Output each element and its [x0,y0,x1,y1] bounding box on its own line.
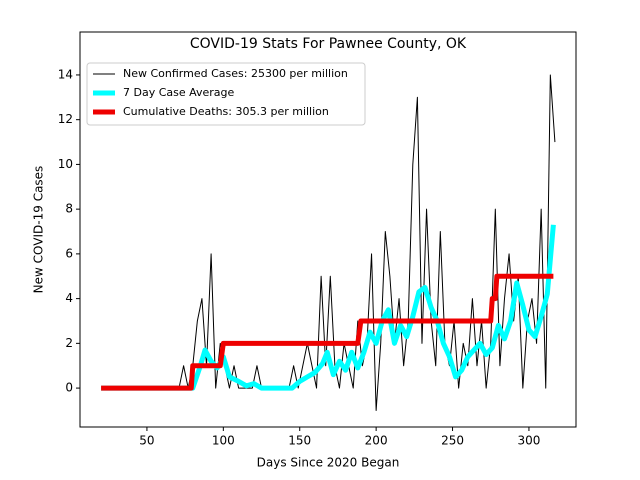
series-line [101,273,554,391]
series-line [101,224,556,391]
y-tick-label: 6 [65,246,73,260]
x-tick-label: 100 [212,434,235,448]
legend-label: Cumulative Deaths: 305.3 per million [123,105,329,118]
y-tick-label: 2 [65,336,73,350]
x-axis-label: Days Since 2020 Began [257,456,400,470]
x-tick-label: 300 [517,434,540,448]
y-axis-label: New COVID-19 Cases [32,166,46,294]
x-tick-label: 150 [288,434,311,448]
legend-label: New Confirmed Cases: 25300 per million [123,67,348,80]
legend-label: 7 Day Case Average [123,86,235,99]
y-tick-label: 12 [58,112,73,126]
x-tick-label: 250 [441,434,464,448]
x-tick-label: 200 [365,434,388,448]
y-tick-label: 14 [58,67,73,81]
y-tick-label: 4 [65,291,73,305]
chart-title: COVID-19 Stats For Pawnee County, OK [190,36,467,52]
y-tick-label: 8 [65,202,73,216]
y-tick-label: 0 [65,381,73,395]
y-tick-label: 10 [58,157,73,171]
x-tick-label: 50 [139,434,154,448]
legend-box [86,62,366,126]
axes-frame [79,31,577,428]
